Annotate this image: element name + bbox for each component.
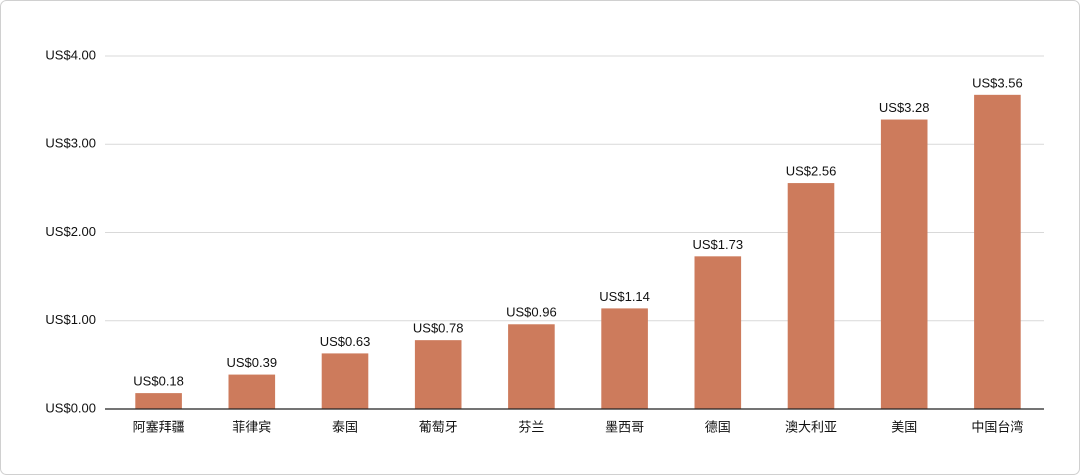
- bar: [228, 374, 276, 409]
- x-tick-label: 墨西哥: [605, 419, 644, 434]
- value-label: US$2.56: [786, 164, 837, 179]
- x-tick-label: 阿塞拜疆: [133, 419, 185, 434]
- bar: [694, 256, 742, 409]
- x-tick-label: 泰国: [332, 419, 358, 434]
- y-tick-label: US$3.00: [45, 136, 96, 151]
- value-label: US$3.56: [972, 75, 1023, 90]
- bar: [787, 183, 835, 409]
- bar: [508, 324, 555, 409]
- y-tick-label: US$1.00: [45, 312, 96, 327]
- x-tick-label: 葡萄牙: [419, 419, 458, 434]
- x-tick-label: 中国台湾: [971, 419, 1023, 434]
- y-tick-label: US$0.00: [45, 400, 96, 415]
- y-tick-label: US$4.00: [45, 47, 96, 62]
- x-tick-label: 芬兰: [518, 419, 544, 434]
- bar: [974, 94, 1021, 409]
- value-label: US$0.78: [413, 321, 464, 336]
- value-label: US$0.39: [227, 355, 278, 370]
- x-tick-label: 德国: [705, 419, 731, 434]
- value-label: US$1.14: [599, 289, 650, 304]
- bar: [880, 119, 928, 409]
- value-label: US$0.96: [506, 305, 557, 320]
- x-tick-label: 菲律宾: [232, 419, 271, 434]
- x-tick-label: 美国: [891, 419, 917, 434]
- bar: [135, 393, 182, 409]
- x-tick-label: 澳大利亚: [785, 419, 837, 434]
- bar: [601, 308, 648, 409]
- y-tick-label: US$2.00: [45, 224, 96, 239]
- value-label: US$1.73: [693, 237, 744, 252]
- bar: [321, 353, 369, 409]
- value-label: US$0.63: [320, 334, 371, 349]
- value-label: US$3.28: [879, 100, 930, 115]
- bar: [414, 340, 462, 409]
- value-label: US$0.18: [133, 374, 184, 389]
